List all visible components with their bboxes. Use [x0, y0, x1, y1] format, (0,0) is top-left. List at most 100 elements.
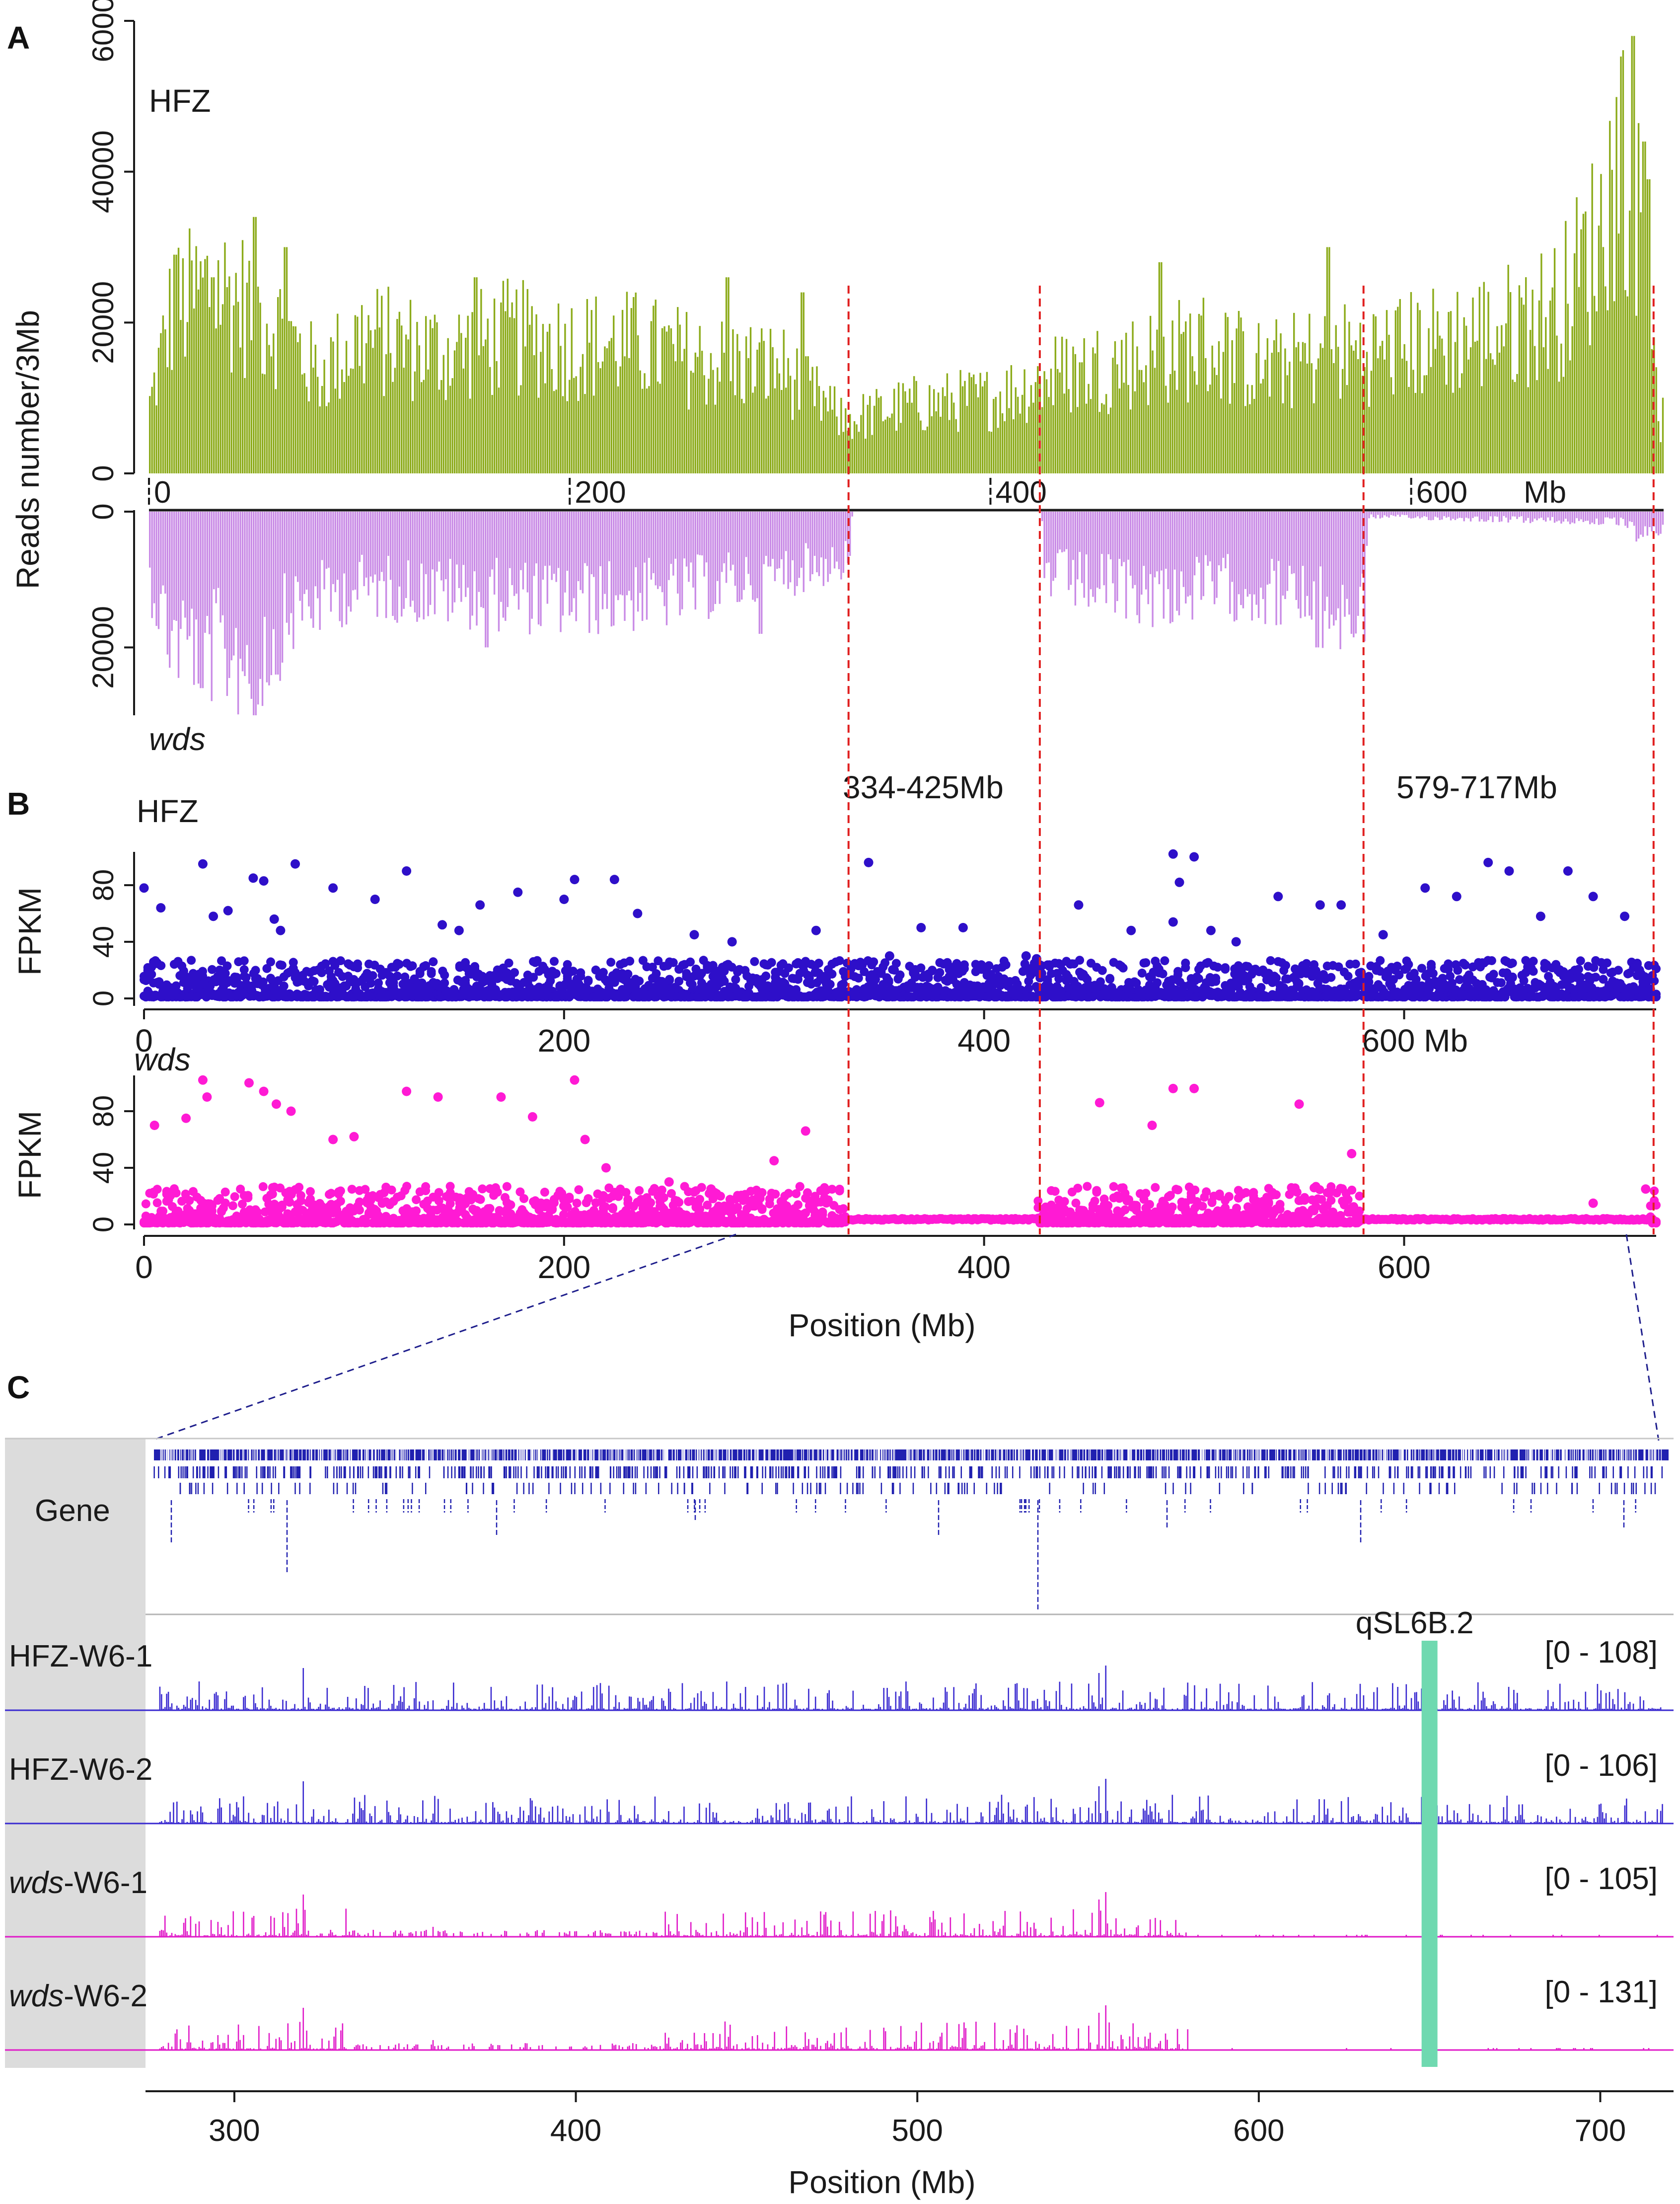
- wds-read-bar: [582, 512, 584, 594]
- wds-read-bar: [772, 512, 774, 559]
- hfz-read-bar: [394, 368, 396, 473]
- wds-read-bar: [1116, 512, 1118, 602]
- hfz-read-bar: [1039, 377, 1041, 473]
- hfz-read-bar: [473, 277, 476, 473]
- wds-read-bar: [224, 512, 226, 649]
- wds-read-bar: [597, 512, 599, 634]
- hfz-read-bar: [425, 316, 427, 473]
- hfz-read-bar: [650, 321, 653, 473]
- data-point: [393, 971, 402, 981]
- panel-b-wds-points: [140, 1075, 1661, 1228]
- data-point: [549, 957, 559, 966]
- hfz-read-bar: [1319, 343, 1321, 473]
- hfz-read-bar: [1419, 310, 1421, 473]
- panel-b-hfz-points: [139, 849, 1661, 1002]
- wds-read-bar: [1282, 512, 1284, 596]
- wds-read-bar: [1430, 512, 1432, 521]
- hfz-read-bar: [754, 386, 756, 473]
- hfz-read-bar: [829, 385, 831, 473]
- hfz-read-bar: [200, 261, 202, 473]
- hfz-read-bar: [569, 380, 571, 473]
- data-point: [793, 1200, 803, 1210]
- hfz-read-bar: [1443, 355, 1445, 473]
- hfz-read-bar: [517, 395, 520, 473]
- data-point: [716, 1192, 725, 1201]
- data-point: [368, 971, 377, 980]
- hfz-read-bar: [456, 342, 458, 473]
- wds-read-bar: [1251, 512, 1253, 621]
- wds-read-bar: [193, 512, 195, 685]
- hfz-read-bar: [641, 388, 644, 473]
- hfz-read-bar: [1085, 403, 1088, 473]
- wds-read-bar: [1489, 512, 1492, 517]
- hfz-read-bar: [392, 381, 394, 473]
- hfz-read-bar: [995, 396, 997, 473]
- data-point: [546, 976, 555, 986]
- wds-read-bar: [639, 512, 641, 593]
- wds-read-bar: [200, 512, 202, 688]
- data-point: [502, 1182, 511, 1191]
- wds-read-bar: [407, 512, 409, 561]
- wds-read-bar: [1660, 512, 1662, 534]
- hfz-read-bar: [398, 311, 401, 473]
- wds-read-bar: [1392, 512, 1394, 516]
- data-point: [1158, 969, 1168, 979]
- wds-read-bar: [553, 512, 555, 574]
- hfz-read-bar: [1118, 388, 1121, 473]
- hfz-read-bar: [1191, 356, 1193, 473]
- hfz-read-bar: [661, 328, 663, 473]
- wds-read-bar: [1085, 512, 1088, 555]
- hfz-read-bar: [871, 435, 873, 473]
- hfz-read-bar: [389, 353, 392, 473]
- hfz-read-bar: [1123, 382, 1125, 473]
- data-point: [958, 923, 968, 932]
- wds-read-bar: [1052, 512, 1054, 581]
- wds-read-bar: [471, 512, 473, 616]
- hfz-read-bar: [1565, 221, 1567, 473]
- hfz-read-bar: [1315, 369, 1317, 473]
- data-point: [1311, 966, 1320, 976]
- wds-read-bar: [1213, 512, 1216, 605]
- data-point: [1387, 982, 1396, 991]
- hfz-read-bar: [692, 373, 694, 473]
- wds-read-bar: [683, 512, 685, 559]
- data-point: [1574, 965, 1583, 974]
- data-point: [1603, 958, 1612, 968]
- hfz-read-bar: [659, 383, 661, 473]
- wds-read-bar: [1598, 512, 1600, 525]
- hfz-read-bar: [1337, 347, 1339, 473]
- wds-read-bar: [1246, 512, 1249, 597]
- hfz-read-bar: [1180, 334, 1182, 473]
- hfz-read-bar: [339, 398, 341, 473]
- data-point: [811, 925, 821, 935]
- wds-read-bar: [511, 512, 513, 585]
- wds-read-bar: [1070, 512, 1072, 585]
- hfz-read-bar: [206, 255, 209, 473]
- hfz-read-bar: [381, 296, 383, 473]
- hfz-read-bar: [1209, 384, 1211, 473]
- hfz-read-bar: [553, 391, 555, 473]
- wds-read-bar: [1132, 512, 1134, 589]
- hfz-read-bar: [1045, 379, 1048, 473]
- hfz-read-bar: [955, 419, 957, 473]
- wds-read-bar: [1615, 512, 1617, 525]
- wds-read-bar: [827, 512, 829, 582]
- data-point: [1588, 892, 1598, 902]
- hfz-read-bar: [1580, 229, 1582, 473]
- hfz-read-bar: [235, 273, 237, 473]
- wds-read-bar: [314, 512, 316, 587]
- hfz-read-bar: [1225, 312, 1227, 473]
- wds-read-bar: [1065, 512, 1068, 549]
- data-point: [1425, 984, 1434, 993]
- hfz-read-bar: [884, 419, 886, 473]
- hfz-read-bar: [862, 394, 865, 473]
- wds-read-bar: [1061, 512, 1063, 552]
- data-point: [171, 981, 181, 990]
- hfz-read-bar: [663, 326, 665, 473]
- wds-read-bar: [383, 512, 385, 582]
- data-point: [223, 906, 233, 915]
- hfz-read-bar: [1293, 312, 1295, 473]
- wds-read-bar: [186, 512, 189, 640]
- hfz-read-bar: [407, 339, 409, 473]
- hfz-read-bar: [590, 310, 592, 473]
